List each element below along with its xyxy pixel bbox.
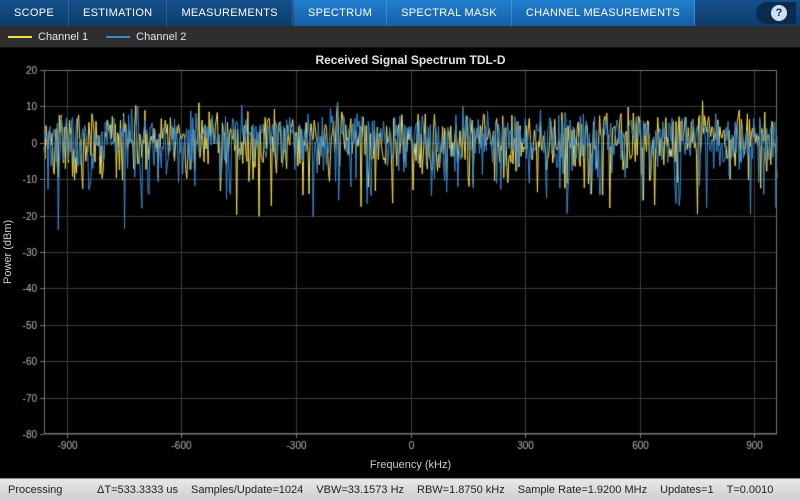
status-stat: RBW=1.8750 kHz: [417, 483, 505, 496]
help-button[interactable]: ?: [756, 2, 796, 24]
tab-scope[interactable]: SCOPE: [0, 0, 70, 26]
plot-area: Received Signal Spectrum TDL-D Power (dB…: [0, 48, 800, 478]
x-axis-label: Frequency (kHz): [369, 459, 452, 471]
channel-1-label: Channel 1: [38, 30, 89, 43]
status-stat: Sample Rate=1.9200 MHz: [517, 483, 648, 496]
status-stat: Updates=1: [660, 483, 714, 496]
channel-2-line-swatch: [106, 35, 131, 38]
status-stat: VBW=33.1573 Hz: [316, 483, 405, 496]
spectrum-canvas[interactable]: [0, 48, 800, 478]
status-bar: Processing ΔT=533.3333 us Samples/Update=…: [0, 478, 800, 500]
help-icon: ?: [771, 5, 787, 21]
plot-title: Received Signal Spectrum TDL-D: [315, 53, 506, 67]
status-stat: ΔT=533.3333 us: [97, 483, 179, 496]
status-state: Processing: [8, 483, 63, 496]
status-stat: T=0.0010: [726, 483, 774, 496]
y-axis-label: Power (dBm): [2, 219, 14, 285]
tab-bar: SCOPE ESTIMATION MEASUREMENTS SPECTRUM S…: [0, 0, 800, 26]
channel-2-label: Channel 2: [136, 30, 187, 43]
legend-item-channel-1[interactable]: Channel 1: [8, 31, 88, 43]
tab-spectral-mask[interactable]: SPECTRAL MASK: [387, 0, 512, 26]
tab-measurements[interactable]: MEASUREMENTS: [167, 0, 293, 26]
tab-channel-measurements[interactable]: CHANNEL MEASUREMENTS: [512, 0, 695, 26]
legend-item-channel-2[interactable]: Channel 2: [106, 31, 186, 43]
legend-bar: Channel 1 Channel 2: [0, 26, 800, 48]
status-stats: ΔT=533.3333 us Samples/Update=1024 VBW=33.…: [97, 484, 786, 496]
tab-bar-spacer: [695, 0, 756, 26]
tab-spectrum[interactable]: SPECTRUM: [294, 0, 388, 26]
status-stat: Samples/Update=1024: [191, 483, 304, 496]
channel-1-line-swatch: [8, 35, 32, 38]
tab-estimation[interactable]: ESTIMATION: [69, 0, 168, 26]
contextual-tab-group: SPECTRUM SPECTRAL MASK CHANNEL MEASUREME…: [292, 0, 695, 26]
